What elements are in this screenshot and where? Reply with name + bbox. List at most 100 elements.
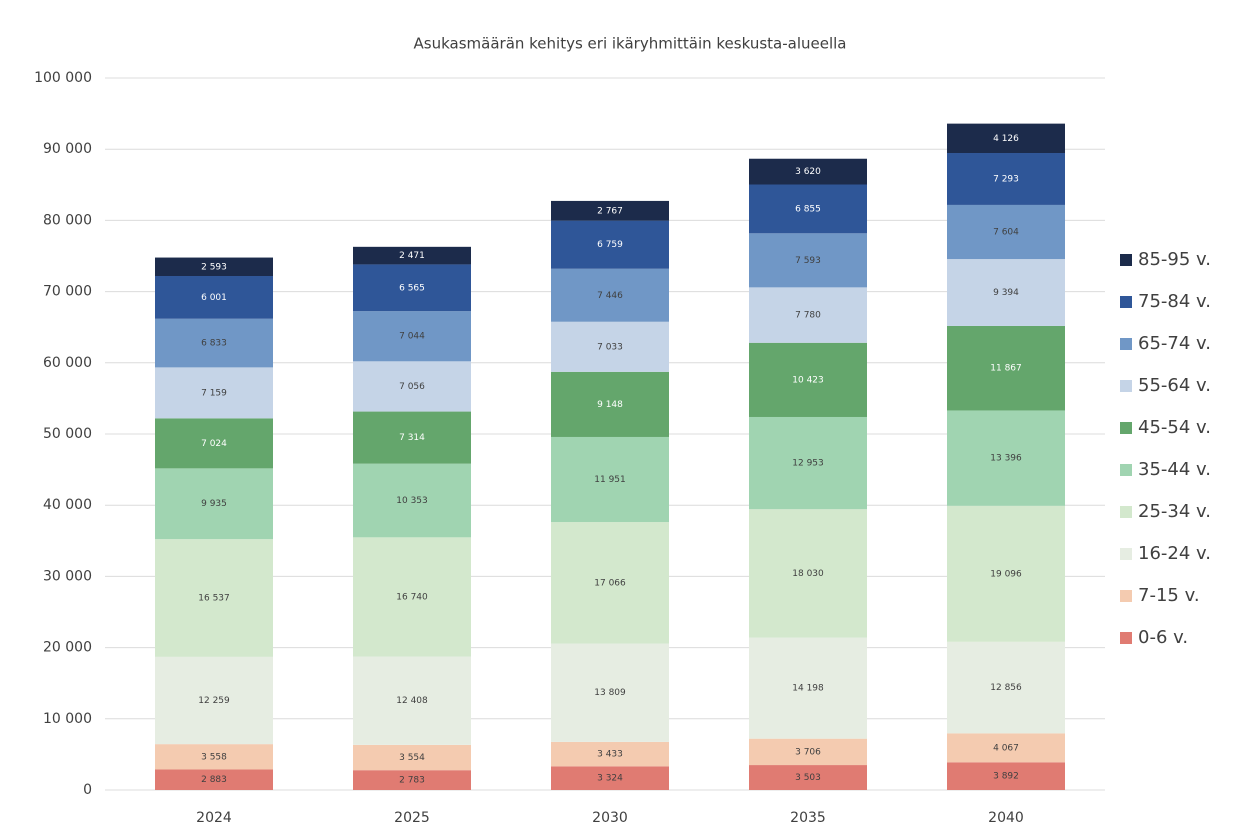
data-label: 6 759: [597, 240, 623, 250]
data-label: 7 446: [597, 291, 623, 301]
data-label: 11 867: [990, 364, 1022, 374]
data-label: 17 066: [594, 578, 626, 588]
data-label: 6 565: [399, 283, 425, 293]
data-label: 12 953: [792, 459, 824, 469]
data-label: 13 809: [594, 688, 626, 698]
y-tick-label: 0: [83, 782, 92, 798]
data-label: 7 056: [399, 382, 425, 392]
data-label: 3 324: [597, 774, 623, 784]
bar-segment: [749, 509, 867, 638]
bar-segment: [551, 741, 669, 767]
data-label: 6 833: [201, 339, 227, 349]
legend-swatch: [1120, 590, 1132, 602]
legend-swatch: [1120, 338, 1132, 350]
data-label: 12 259: [198, 696, 230, 706]
data-label: 9 148: [597, 400, 623, 410]
data-label: 12 408: [396, 696, 428, 706]
data-label: 13 396: [990, 454, 1022, 464]
y-tick-label: 90 000: [43, 141, 92, 157]
data-label: 3 503: [795, 773, 821, 783]
bar-segment: [947, 259, 1065, 326]
bar-segment: [749, 765, 867, 790]
data-label: 7 780: [795, 311, 821, 321]
bar-segment: [947, 123, 1065, 154]
bar-segment: [947, 641, 1065, 734]
legend-swatch: [1120, 548, 1132, 560]
y-tick-label: 10 000: [43, 711, 92, 727]
bar-segment: [353, 463, 471, 538]
data-label: 7 159: [201, 388, 227, 398]
data-label: 9 935: [201, 499, 227, 509]
x-tick-label: 2035: [790, 810, 826, 826]
data-label: 7 604: [993, 228, 1019, 238]
bar-segment: [947, 762, 1065, 790]
legend-label: 25-34 v.: [1138, 501, 1211, 522]
data-label: 7 024: [201, 439, 227, 449]
bar-segment: [353, 656, 471, 745]
bar-segment: [551, 766, 669, 790]
bar-segment: [155, 769, 273, 790]
y-tick-label: 60 000: [43, 355, 92, 371]
data-label: 19 096: [990, 569, 1022, 579]
bar-segment: [353, 537, 471, 657]
data-label: 2 783: [399, 776, 425, 786]
data-label: 14 198: [792, 684, 824, 694]
bar-segment: [947, 733, 1065, 763]
bar-segment: [353, 246, 471, 265]
data-label: 7 593: [795, 256, 821, 266]
bar-segment: [353, 770, 471, 790]
bar-segment: [749, 287, 867, 343]
x-tick-label: 2024: [196, 810, 232, 826]
bar-segment: [749, 184, 867, 234]
legend-label: 45-54 v.: [1138, 417, 1211, 438]
bar-segment: [947, 204, 1065, 260]
data-label: 6 855: [795, 204, 821, 214]
data-label: 10 423: [792, 375, 824, 385]
bar-segment: [155, 468, 273, 540]
bar-segment: [155, 276, 273, 319]
legend-label: 85-95 v.: [1138, 249, 1211, 270]
bar-segment: [947, 410, 1065, 506]
data-label: 2 883: [201, 775, 227, 785]
bar-segment: [551, 268, 669, 322]
data-label: 6 001: [201, 293, 227, 303]
data-label: 4 126: [993, 134, 1019, 144]
data-label: 3 892: [993, 772, 1019, 782]
bar-segment: [155, 744, 273, 770]
bar-segment: [551, 200, 669, 221]
x-tick-label: 2025: [394, 810, 430, 826]
data-label: 3 554: [399, 753, 425, 763]
bar-segment: [155, 257, 273, 277]
bar-segment: [155, 539, 273, 657]
x-tick-label: 2040: [988, 810, 1024, 826]
legend-label: 35-44 v.: [1138, 459, 1211, 480]
bar-segment: [749, 233, 867, 288]
y-tick-label: 80 000: [43, 212, 92, 228]
bar-segment: [551, 643, 669, 742]
x-tick-label: 2030: [592, 810, 628, 826]
bar-segment: [947, 153, 1065, 205]
chart-title: Asukasmäärän kehitys eri ikäryhmittäin k…: [414, 35, 847, 53]
bar-segment: [749, 342, 867, 417]
data-label: 9 394: [993, 288, 1019, 298]
data-label: 2 471: [399, 251, 425, 261]
data-label: 7 293: [993, 174, 1019, 184]
data-label: 12 856: [990, 683, 1022, 693]
bar-segment: [155, 656, 273, 745]
bar-segment: [353, 744, 471, 771]
bar-segment: [155, 418, 273, 469]
legend-swatch: [1120, 296, 1132, 308]
bar-segment: [353, 264, 471, 312]
y-tick-label: 40 000: [43, 497, 92, 513]
data-label: 3 706: [795, 747, 821, 757]
data-label: 3 558: [201, 752, 227, 762]
legend-label: 65-74 v.: [1138, 333, 1211, 354]
data-label: 7 314: [399, 433, 425, 443]
data-label: 7 033: [597, 342, 623, 352]
legend-label: 0-6 v.: [1138, 627, 1188, 648]
data-label: 2 593: [201, 262, 227, 272]
bar-segment: [947, 325, 1065, 411]
y-tick-label: 100 000: [34, 70, 92, 86]
data-label: 4 067: [993, 743, 1019, 753]
